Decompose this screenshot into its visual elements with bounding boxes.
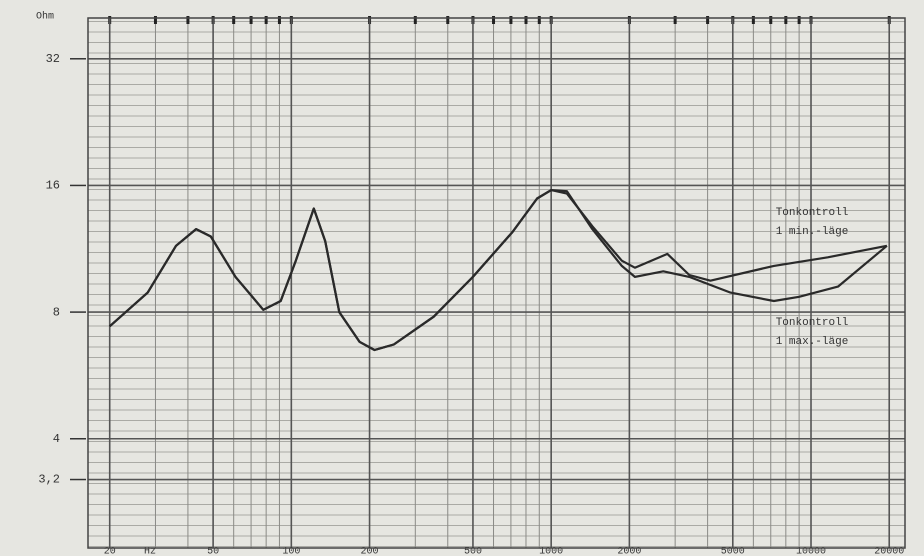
x-tick-label: 200 [361, 547, 379, 556]
x-tick-label: 2000 [617, 547, 641, 556]
y-tick-label: 4 [53, 432, 60, 446]
annotation: Tonkontroll [776, 207, 849, 219]
x-tick-label: 50 [207, 547, 219, 556]
x-tick-label: 20 [104, 547, 116, 556]
annotation: 1 max.-läge [776, 336, 849, 348]
y-unit: Ohm [36, 11, 54, 23]
minor-grid [88, 18, 905, 548]
x-unit: Hz [144, 547, 156, 556]
x-tick-label: 1000 [539, 547, 563, 556]
y-tick-label: 32 [46, 52, 60, 66]
x-tick-label: 500 [464, 547, 482, 556]
y-tick-label: 16 [46, 179, 60, 193]
y-tick-label: 3,2 [38, 473, 60, 487]
x-tick-label: 100 [282, 547, 300, 556]
x-tick-label: 5000 [721, 547, 745, 556]
annotation: Tonkontroll [776, 317, 849, 329]
x-tick-label: 10000 [796, 547, 826, 556]
annotation: 1 min.-läge [776, 226, 849, 238]
y-tick-label: 8 [53, 305, 60, 319]
impedance-curve [108, 189, 888, 352]
x-tick-label: 20000 [874, 547, 904, 556]
plot-frame [87, 17, 906, 549]
